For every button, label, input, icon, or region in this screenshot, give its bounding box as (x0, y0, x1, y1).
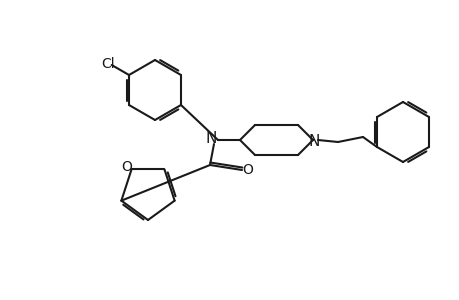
Polygon shape (115, 164, 180, 226)
Text: Cl: Cl (101, 57, 114, 71)
Text: O: O (242, 163, 253, 177)
Text: N: N (308, 134, 319, 148)
Text: N: N (205, 130, 216, 146)
Text: O: O (121, 160, 132, 174)
